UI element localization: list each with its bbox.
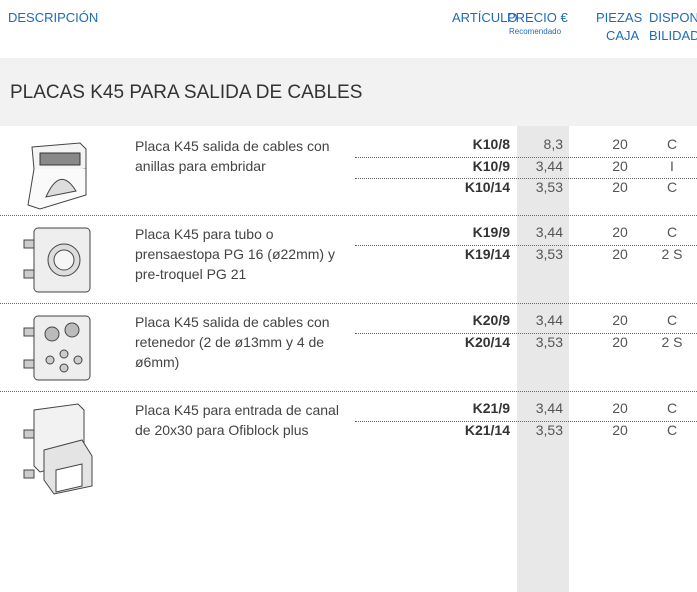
header-article: ARTÍCULO [452, 10, 518, 25]
row-separator [355, 332, 697, 334]
price: 3,53 [535, 333, 563, 350]
product-description: Placa K45 salida de cables con [135, 138, 330, 154]
article-code: K21/9 [472, 400, 510, 416]
pieces: 20 [612, 312, 628, 328]
group-separator [0, 303, 697, 304]
header-pieces: CAJA [606, 28, 640, 43]
header-availability: BILIDAD [649, 28, 697, 43]
pieces: 20 [612, 179, 628, 195]
product-image [23, 315, 91, 381]
section-title: PLACAS K45 PARA SALIDA DE CABLES [10, 82, 363, 103]
price: 3,44 [535, 400, 563, 416]
price: 3,44 [535, 157, 563, 174]
availability: I [670, 157, 674, 174]
article-code: K20/14 [464, 333, 510, 350]
price: 8,3 [543, 136, 563, 152]
header-price: PRECIO € [507, 10, 568, 25]
product-description: ø6mm) [135, 354, 180, 370]
product-image [23, 227, 91, 293]
pieces: 20 [612, 421, 628, 438]
row-separator [355, 420, 697, 422]
price-column-shade [517, 126, 569, 592]
header-price-note: Recomendado [509, 27, 562, 36]
article-code: K10/9 [472, 157, 510, 174]
availability: 2 S [661, 333, 683, 350]
price: 3,53 [535, 421, 563, 438]
group-separator [0, 215, 697, 216]
header-pieces: PIEZAS [596, 10, 643, 25]
price: 3,53 [535, 179, 563, 195]
price: 3,53 [535, 245, 563, 262]
availability: C [666, 136, 678, 152]
row-separator [355, 244, 697, 246]
pieces: 20 [612, 400, 628, 416]
article-code: K10/8 [472, 136, 510, 152]
availability: C [666, 224, 678, 240]
product-description: Placa K45 para tubo o [135, 226, 274, 242]
availability: C [666, 312, 678, 328]
header-description: DESCRIPCIÓN [8, 10, 99, 25]
pieces: 20 [612, 136, 628, 152]
product-description: prensaestopa PG 16 (ø22mm) y [135, 246, 335, 262]
price: 3,44 [535, 224, 563, 240]
pieces: 20 [612, 245, 628, 262]
price: 3,44 [535, 312, 563, 328]
article-code: K21/14 [464, 421, 510, 438]
row-separator [355, 156, 697, 158]
section-band [0, 58, 697, 126]
availability: C [666, 179, 678, 195]
header-availability: DISPONI [649, 10, 697, 25]
row-separator [355, 178, 697, 179]
pieces: 20 [612, 333, 628, 350]
availability: C [666, 400, 678, 416]
product-description: anillas para embridar [135, 158, 266, 174]
article-code: K19/9 [472, 224, 510, 240]
product-image [27, 142, 87, 210]
article-code: K20/9 [472, 312, 510, 328]
product-description: retenedor (2 de ø13mm y 4 de [135, 334, 325, 350]
pieces: 20 [612, 157, 628, 174]
group-separator [0, 391, 697, 392]
availability: 2 S [661, 245, 683, 262]
product-description: Placa K45 salida de cables con [135, 314, 330, 330]
product-image [23, 403, 93, 495]
pieces: 20 [612, 224, 628, 240]
article-code: K10/14 [464, 179, 510, 195]
product-description: Placa K45 para entrada de canal [135, 402, 339, 418]
availability: C [666, 421, 678, 438]
product-description: de 20x30 para Ofiblock plus [135, 422, 309, 438]
article-code: K19/14 [464, 245, 510, 262]
product-description: pre-troquel PG 21 [135, 266, 247, 282]
